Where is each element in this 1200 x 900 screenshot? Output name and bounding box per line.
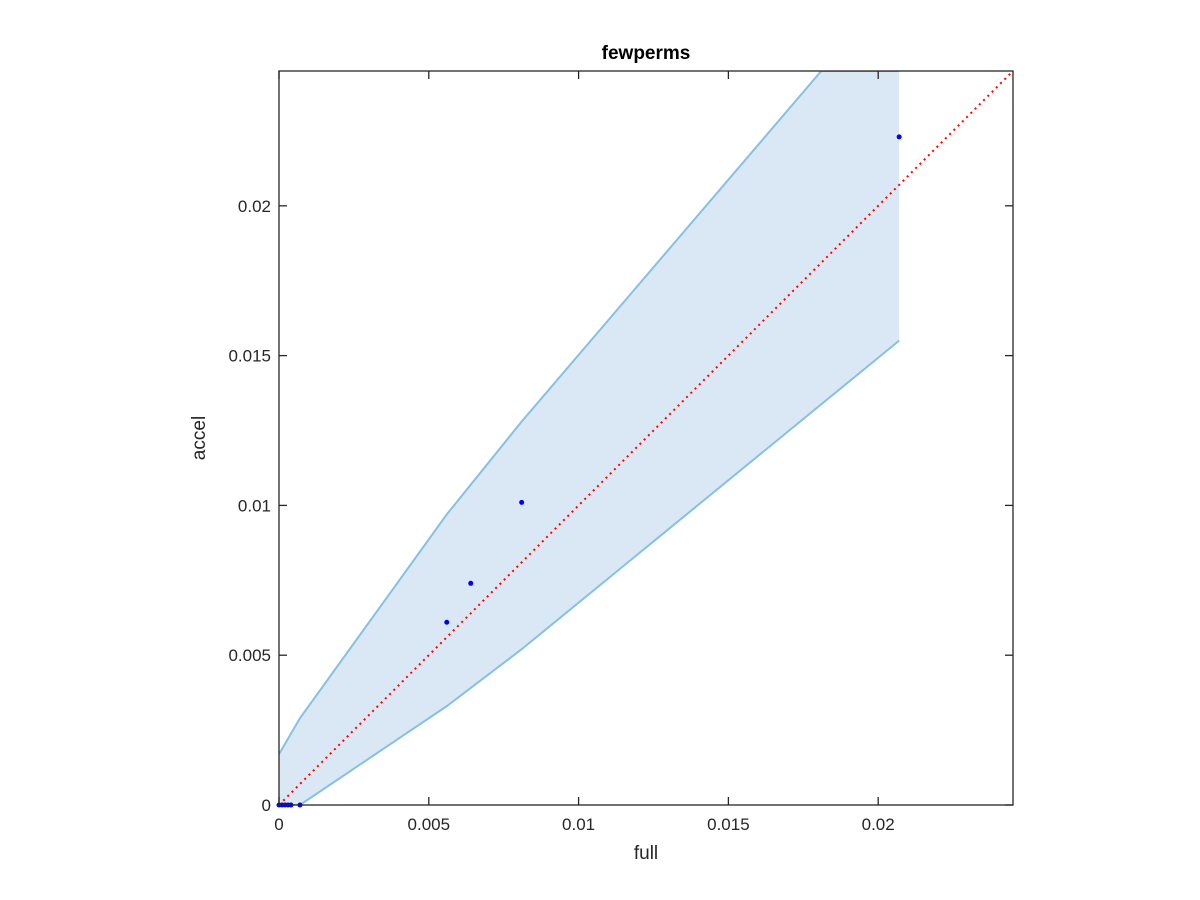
y-tick-labels: 0 0.005 0.01 0.015 0.02	[228, 197, 271, 815]
y-axis-label: accel	[189, 416, 210, 460]
data-point	[519, 499, 525, 505]
chart-title: fewperms	[602, 43, 691, 64]
x-tick-label: 0	[274, 815, 283, 834]
y-tick-label: 0.01	[238, 496, 271, 515]
y-tick-label: 0.02	[238, 197, 271, 216]
axes-frame	[278, 70, 1014, 806]
confidence-band	[279, 71, 900, 805]
reference-line-group	[279, 71, 1013, 805]
data-point	[444, 619, 450, 625]
x-tick-labels: 0 0.005 0.01 0.015 0.02	[274, 815, 894, 834]
band-fill	[279, 71, 900, 805]
band-upper-edge	[279, 71, 900, 755]
y-tick-label: 0.015	[228, 347, 271, 366]
x-tick-label: 0.005	[408, 815, 451, 834]
x-tick-label: 0.02	[862, 815, 895, 834]
y-tick-label: 0	[262, 796, 271, 815]
y-tick-label: 0.005	[228, 646, 271, 665]
reference-line	[279, 71, 1013, 805]
axis-ticks	[278, 71, 1013, 806]
data-point	[896, 134, 902, 140]
x-axis-label: full	[634, 843, 658, 864]
data-point	[468, 580, 474, 586]
band-lower-edge	[279, 339, 900, 805]
plot-area	[276, 71, 1013, 808]
x-tick-label: 0.01	[562, 815, 595, 834]
x-tick-label: 0.015	[707, 815, 750, 834]
